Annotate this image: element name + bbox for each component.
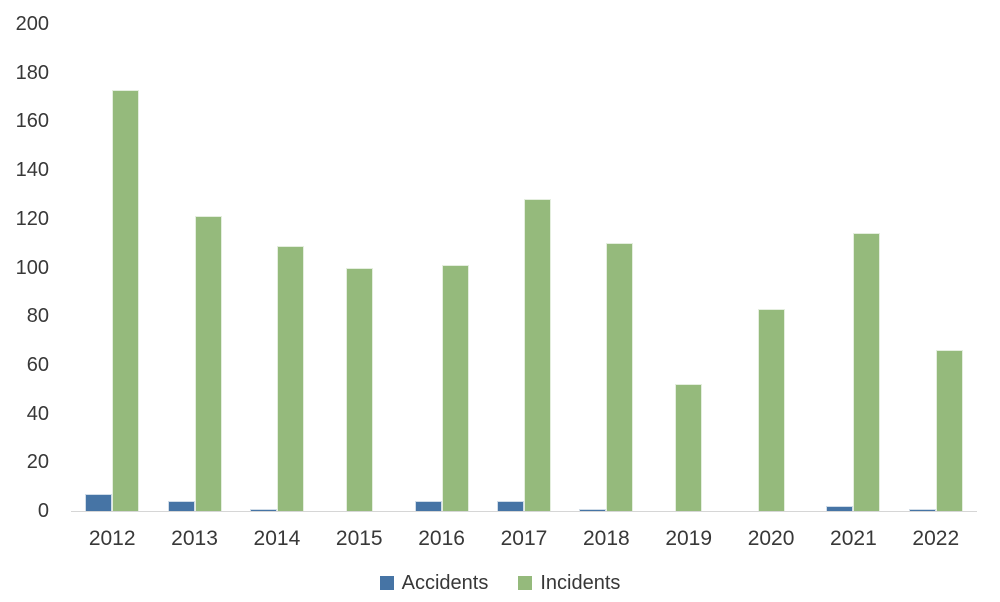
bar-incidents — [606, 243, 634, 511]
x-axis-label: 2021 — [830, 527, 877, 550]
bar-group — [71, 24, 153, 511]
x-axis-label: 2015 — [335, 527, 383, 550]
y-axis-tick-label: 0 — [37, 500, 49, 522]
bar-group — [730, 24, 812, 511]
x-axis-label: 2018 — [582, 527, 630, 550]
x-axis-labels: 2012 2013 2014 2015 2016 2017 2018 2019 2020 2021… — [71, 527, 977, 550]
y-axis-tick-label: 120 — [15, 207, 49, 230]
legend-swatch-icon — [518, 575, 533, 590]
bar-incidents — [194, 216, 222, 511]
bar-accidents — [496, 501, 524, 511]
x-axis-label: 2013 — [171, 527, 218, 550]
legend-item-accidents: Accidents — [379, 571, 489, 594]
legend: Accidents Incidents — [0, 569, 1000, 596]
bar-group — [483, 24, 565, 511]
x-axis-line — [71, 511, 977, 512]
y-axis-tick-label: 100 — [15, 256, 49, 279]
legend-swatch-icon — [379, 575, 394, 590]
y-axis-tick-label: 20 — [26, 451, 49, 474]
bar-group — [812, 24, 894, 511]
y-axis: 0 20 40 60 80 100 120 140 160 180 200 — [0, 14, 49, 521]
bar-incidents — [345, 267, 373, 511]
x-axis-label: 2012 — [88, 527, 136, 550]
x-axis-label: 2019 — [665, 527, 713, 550]
legend-label: Incidents — [540, 571, 621, 594]
bar-groups — [71, 24, 977, 511]
bar-accidents — [249, 508, 277, 511]
bar-incidents — [935, 350, 963, 511]
plot-area — [71, 24, 977, 512]
y-axis-tick-label: 40 — [26, 402, 49, 425]
bar-accidents — [908, 508, 936, 511]
y-axis-tick-label: 180 — [15, 61, 49, 84]
y-axis-tick-label: 80 — [26, 305, 49, 328]
bar-incidents — [441, 265, 469, 511]
bar-incidents — [112, 89, 140, 511]
bar-group — [400, 24, 482, 511]
x-axis-label: 2017 — [500, 527, 548, 550]
bar-group — [565, 24, 647, 511]
bar-group — [648, 24, 730, 511]
bar-accidents — [826, 506, 854, 511]
x-axis-label: 2020 — [747, 527, 795, 550]
legend-item-incidents: Incidents — [518, 573, 620, 593]
bar-accidents — [85, 494, 113, 511]
bar-incidents — [675, 384, 703, 511]
y-axis-tick-label: 60 — [26, 353, 49, 376]
bar-accidents — [579, 508, 607, 511]
y-axis-tick-label: 160 — [15, 110, 49, 133]
bar-accidents — [414, 501, 442, 511]
x-axis-label: 2014 — [253, 527, 301, 550]
bar-incidents — [276, 245, 304, 511]
bar-group — [318, 24, 400, 511]
bar-group — [895, 24, 977, 511]
bar-incidents — [757, 308, 785, 511]
bar-accidents — [167, 501, 195, 511]
bar-incidents — [523, 199, 551, 511]
y-axis-tick-label: 140 — [15, 159, 49, 182]
y-axis-tick-label: 200 — [15, 13, 49, 35]
bar-group — [236, 24, 318, 511]
legend-label: Accidents — [401, 571, 489, 594]
bar-incidents — [853, 233, 881, 511]
x-axis-label: 2022 — [912, 527, 960, 550]
bar-group — [153, 24, 235, 511]
x-axis-label: 2016 — [418, 527, 465, 550]
